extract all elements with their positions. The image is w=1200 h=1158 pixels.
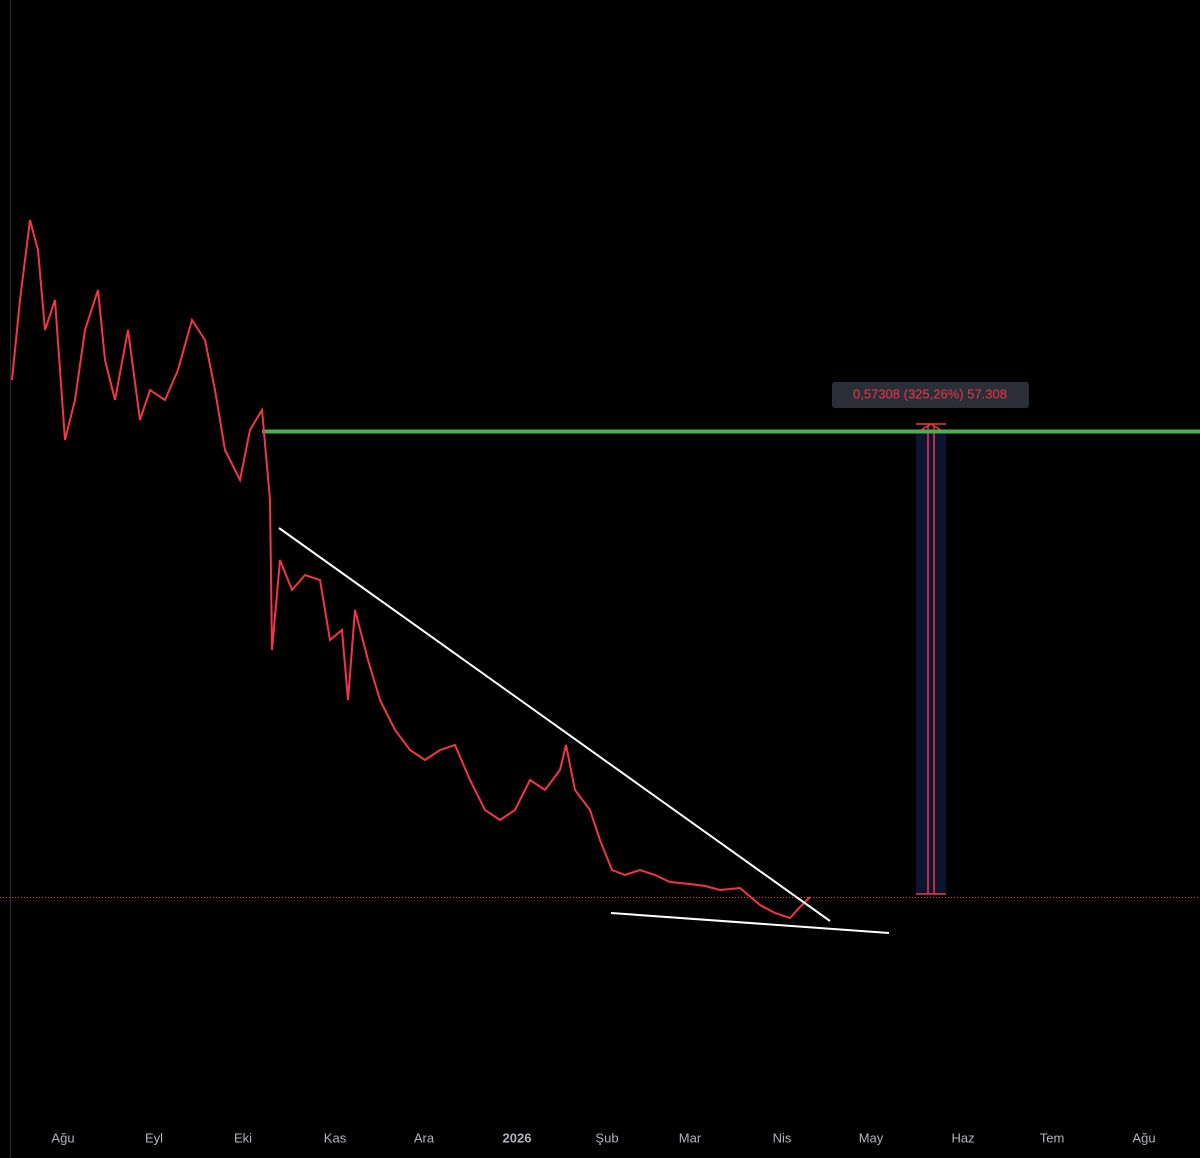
measure-label-box [832,382,1029,408]
measure-range [916,431,946,894]
trend-line [278,527,831,922]
time-axis-label: Mar [679,1130,702,1145]
time-axis-label: Kas [324,1130,347,1145]
measure-label: 0,57308 (325,26%) 57.308 [853,386,1007,401]
time-axis-label: Ara [414,1130,435,1145]
time-axis-label: Haz [951,1130,974,1145]
time-axis-label: Nis [773,1130,792,1145]
time-axis: Ağu Eyl Eki Kas Ara 2026 Şub Mar Nis May Haz Tem Ağu [51,1130,1155,1145]
price-series [11,219,811,920]
time-axis-label: Eyl [145,1130,163,1145]
trend-line [610,912,890,934]
measure-arrow [916,423,946,433]
time-axis-label: Ağu [1132,1130,1155,1145]
time-axis-label: Eki [234,1130,252,1145]
time-axis-label: Ağu [51,1130,74,1145]
time-axis-label: May [859,1130,884,1145]
time-axis-label: Şub [595,1130,618,1145]
time-axis-label: 2026 [503,1130,532,1145]
time-axis-label: Tem [1040,1130,1065,1145]
